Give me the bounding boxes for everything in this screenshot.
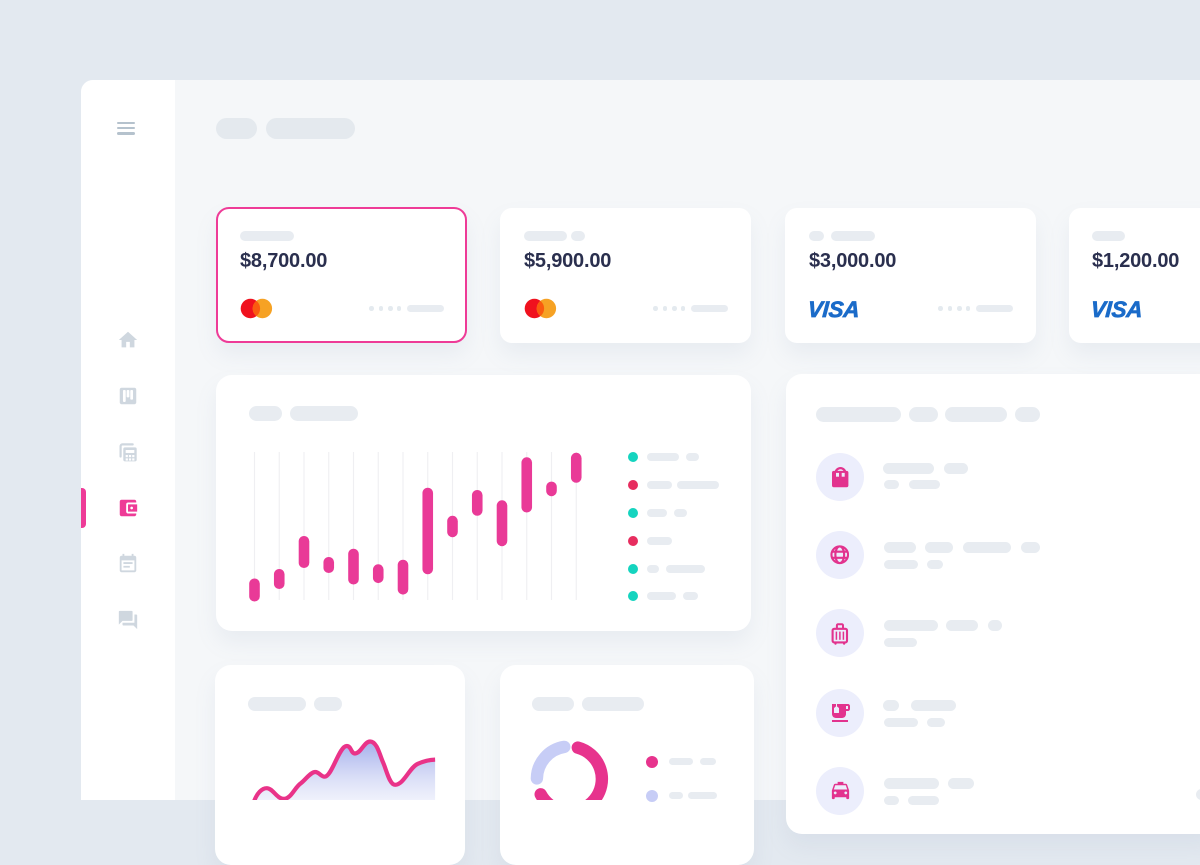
svg-text:VISA: VISA [1090,299,1143,321]
svg-text:VISA: VISA [807,299,860,321]
